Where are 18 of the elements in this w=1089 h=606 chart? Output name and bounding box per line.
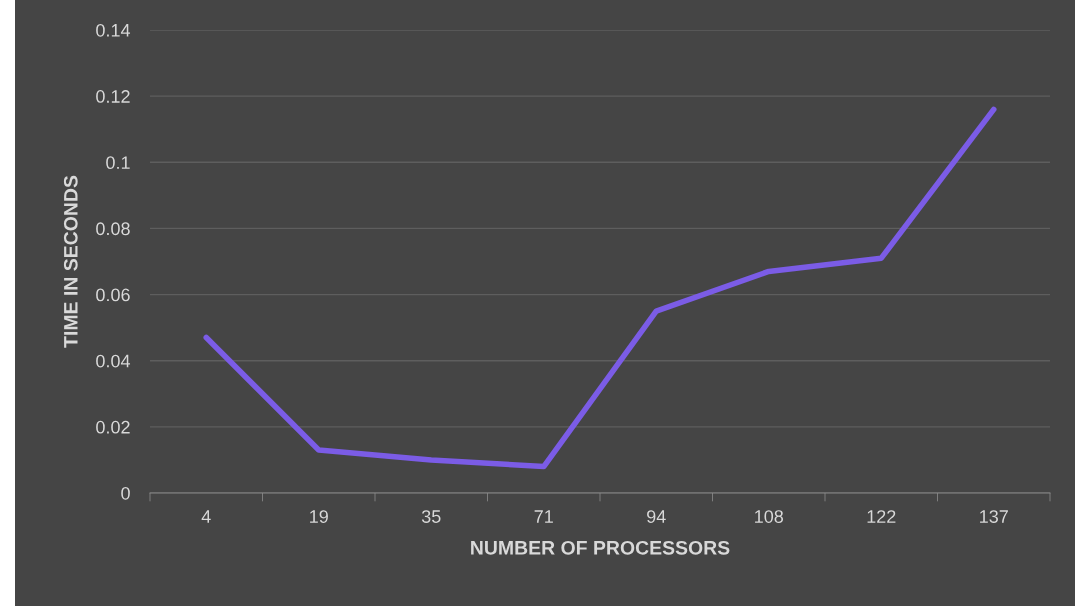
x-tick-label: 19 xyxy=(310,510,328,523)
x-tick-label: 137 xyxy=(980,510,1008,523)
x-tick-label: 108 xyxy=(755,510,784,523)
x-tick-label: 4 xyxy=(201,510,211,523)
y-tick-label: 0.02 xyxy=(96,420,130,434)
y-tick-label: 0.06 xyxy=(96,288,130,302)
y-axis-title: TIME IN SECONDS xyxy=(63,175,78,348)
y-tick-label: 0.14 xyxy=(96,23,131,37)
y-tick-label: 0.04 xyxy=(96,354,131,368)
y-tick-label: 0.1 xyxy=(106,156,130,170)
y-tick-label: 0 xyxy=(121,486,130,500)
x-axis-title: NUMBER OF PROCESSORS xyxy=(471,540,730,555)
x-tick-label: 122 xyxy=(867,510,896,523)
y-tick-label: 0.12 xyxy=(96,90,130,103)
y-tick-label: 0.08 xyxy=(96,222,130,236)
x-tick-label: 35 xyxy=(421,510,441,523)
x-tick-label: 94 xyxy=(647,510,666,523)
x-tick-label: 71 xyxy=(534,510,553,523)
